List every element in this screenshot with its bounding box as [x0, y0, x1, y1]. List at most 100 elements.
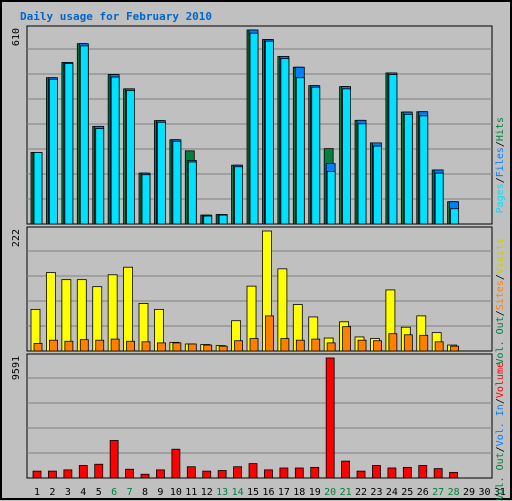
bar-pages-8 — [141, 174, 151, 225]
x-tick-label-31: 31 — [494, 487, 506, 498]
bar-pages-16 — [265, 40, 274, 225]
bar-volume-19 — [310, 466, 320, 479]
bar-sites-22 — [357, 339, 367, 352]
x-tick-label-1: 1 — [34, 487, 40, 498]
bar-sites-2 — [49, 339, 58, 352]
bar-pages-5 — [95, 128, 105, 225]
legend-kb-in: Vol. In — [495, 404, 506, 447]
bar-pages-22 — [357, 123, 367, 225]
bar-sites-8 — [141, 341, 151, 352]
x-tick-label-25: 25 — [401, 487, 413, 498]
legend-visits: Visits — [495, 238, 506, 275]
bar-pages-11 — [187, 161, 197, 225]
bar-pages-20 — [326, 171, 336, 225]
bar-pages-19 — [311, 86, 321, 225]
bar-pages-15 — [249, 32, 259, 225]
x-tick-label-6: 6 — [111, 487, 117, 498]
bar-sites-17 — [280, 338, 290, 352]
x-tick-label-14: 14 — [232, 487, 244, 498]
bar-volume-26 — [418, 465, 428, 479]
bar-sites-3 — [64, 340, 74, 352]
bar-pages-6 — [110, 76, 120, 225]
legend-sep: / — [495, 398, 506, 405]
legend-sep: / — [495, 177, 506, 184]
legend-hits: Hits — [495, 117, 506, 142]
panel-top — [26, 25, 493, 225]
bar-volume-14 — [233, 466, 242, 479]
legend-files: Files — [495, 147, 506, 178]
bar-volume-18 — [294, 467, 304, 479]
bar-pages-10 — [172, 140, 182, 225]
bar-sites-6 — [110, 338, 120, 352]
x-tick-label-22: 22 — [355, 487, 367, 498]
bar-sites-1 — [33, 343, 43, 352]
bar-pages-28 — [450, 208, 460, 225]
legend-sep: / — [495, 310, 506, 317]
bar-sites-21 — [342, 326, 352, 352]
bar-pages-18 — [295, 77, 305, 225]
x-tick-label-23: 23 — [370, 487, 382, 498]
bar-pages-13 — [218, 214, 228, 225]
x-tick-label-13: 13 — [216, 487, 228, 498]
bar-pages-12 — [203, 215, 213, 225]
x-tick-label-11: 11 — [185, 487, 197, 498]
bar-volume-6 — [109, 440, 119, 479]
bar-volume-11 — [186, 466, 196, 479]
bar-volume-8 — [140, 473, 150, 479]
y-max-label: 222 — [11, 229, 22, 247]
bar-sites-9 — [157, 342, 166, 352]
x-tick-label-4: 4 — [80, 487, 86, 498]
x-tick-label-20: 20 — [324, 487, 336, 498]
bar-sites-19 — [311, 338, 321, 352]
bar-volume-9 — [156, 469, 165, 479]
x-tick-label-26: 26 — [417, 487, 429, 498]
bar-sites-10 — [172, 342, 182, 352]
x-tick-label-18: 18 — [293, 487, 305, 498]
x-tick-label-17: 17 — [278, 487, 290, 498]
bar-sites-5 — [95, 339, 105, 352]
bar-volume-12 — [202, 470, 212, 479]
bar-volume-23 — [372, 465, 381, 479]
x-tick-label-3: 3 — [65, 487, 71, 498]
bar-pages-2 — [49, 78, 58, 225]
y-max-label: 610 — [11, 28, 22, 46]
legend-kb-out: Vol. Out — [495, 452, 506, 501]
bar-volume-25 — [402, 466, 412, 479]
bar-sites-13 — [218, 345, 228, 352]
x-tick-label-30: 30 — [478, 487, 490, 498]
bar-pages-4 — [79, 45, 89, 225]
bar-pages-24 — [388, 74, 398, 225]
x-tick-label-21: 21 — [340, 487, 352, 498]
bar-volume-24 — [387, 467, 397, 479]
x-tick-label-28: 28 — [448, 487, 460, 498]
bar-sites-23 — [373, 340, 382, 352]
bar-pages-9 — [157, 121, 166, 225]
bar-pages-3 — [64, 62, 74, 225]
x-tick-label-7: 7 — [127, 487, 133, 498]
bar-volume-5 — [94, 463, 104, 479]
x-tick-label-5: 5 — [96, 487, 102, 498]
bar-sites-24 — [388, 333, 398, 352]
bar-pages-27 — [434, 172, 444, 225]
x-tick-label-12: 12 — [201, 487, 213, 498]
y-max-label: 9591 — [11, 356, 22, 380]
legend-top: Pages/Files/Hits — [495, 117, 506, 213]
legend-sep: / — [495, 141, 506, 148]
bar-pages-25 — [403, 113, 413, 225]
bar-volume-3 — [63, 469, 73, 479]
legend-middle: Vol. Out/Sites/Visits — [495, 238, 506, 364]
legend-sep: / — [495, 446, 506, 453]
legend-volume: Volume — [495, 362, 506, 399]
panel-middle — [26, 226, 493, 352]
bar-pages-7 — [126, 90, 135, 225]
bar-sites-16 — [265, 315, 274, 352]
bar-sites-7 — [126, 340, 135, 352]
legend-pages: Pages — [495, 183, 506, 214]
bar-volume-15 — [248, 463, 258, 479]
bar-volume-22 — [356, 470, 366, 479]
bar-sites-18 — [295, 339, 305, 352]
bar-volume-7 — [125, 468, 134, 479]
chart-title: Daily usage for February 2010 — [20, 10, 213, 23]
x-tick-label-15: 15 — [247, 487, 259, 498]
